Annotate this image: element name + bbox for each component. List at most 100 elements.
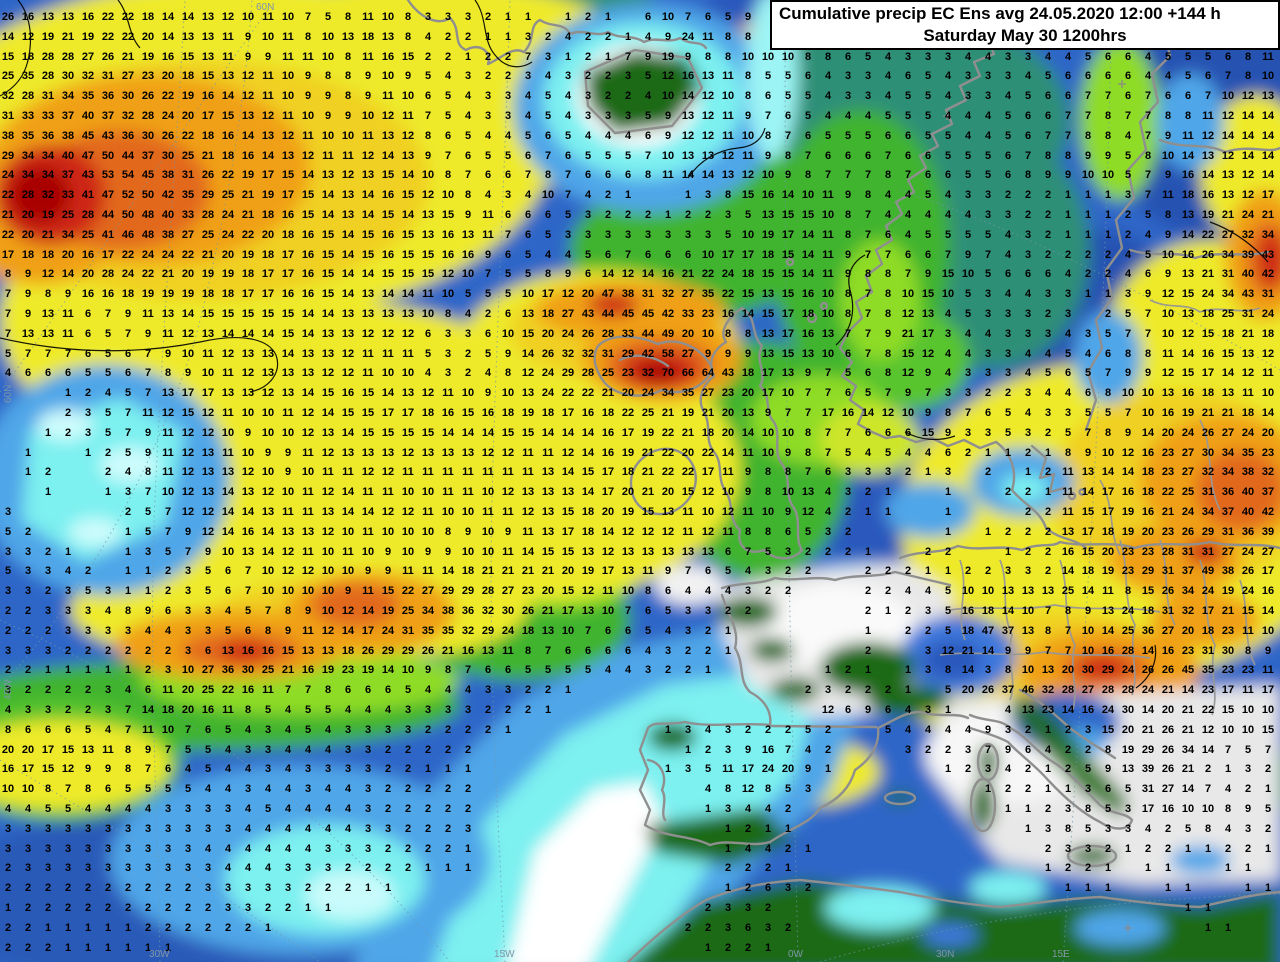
precip-value: 1 <box>144 585 152 598</box>
precip-value: 6 <box>884 228 892 241</box>
precip-value: 30 <box>121 90 135 103</box>
precip-value: 2 <box>384 862 392 875</box>
precip-value: 7 <box>1044 129 1052 142</box>
precip-value: 14 <box>1061 565 1075 578</box>
precip-value: 9 <box>1164 228 1172 241</box>
precip-value: 21 <box>1201 407 1215 419</box>
precip-value: 7 <box>864 169 872 182</box>
precip-value: 10 <box>321 129 335 142</box>
precip-value: 3 <box>1004 327 1012 340</box>
precip-value: 4 <box>864 446 872 459</box>
precip-value: 6 <box>84 327 92 340</box>
precip-value: 7 <box>1084 110 1092 122</box>
precip-value: 10 <box>701 506 715 518</box>
precip-value: 6 <box>64 723 72 736</box>
precip-value: 28 <box>141 110 155 122</box>
precip-value: 50 <box>141 189 155 202</box>
precip-value: 13 <box>541 486 555 499</box>
precip-value: 6 <box>904 248 912 261</box>
precip-value: 1 <box>1064 228 1072 241</box>
precip-value: 3 <box>104 842 112 855</box>
precip-value: 3 <box>104 862 112 875</box>
precip-value: 29 <box>1 149 15 162</box>
precip-value: 41 <box>81 189 95 202</box>
precip-value: 10 <box>761 169 775 182</box>
precip-value: 7 <box>864 248 872 261</box>
precip-value: 3 <box>44 704 52 716</box>
precip-value: 20 <box>681 327 695 340</box>
precip-value: 34 <box>1221 466 1235 479</box>
precip-value: 7 <box>1084 426 1092 439</box>
precip-value: 45 <box>81 129 95 142</box>
precip-value: 38 <box>1241 466 1255 479</box>
precip-value: 3 <box>144 842 152 855</box>
precip-value: 11 <box>422 506 434 518</box>
precip-value: 14 <box>1061 704 1075 716</box>
precip-value: 6 <box>624 624 632 637</box>
graticule-label: 30N <box>936 949 955 960</box>
precip-value: 2 <box>1044 545 1052 558</box>
precip-value: 9 <box>704 347 712 360</box>
precip-value: 29 <box>1141 743 1155 756</box>
precip-value: 23 <box>141 70 155 83</box>
precip-value: 2 <box>384 743 392 756</box>
precip-value: 4 <box>1144 228 1152 241</box>
precip-value: 21 <box>541 605 555 617</box>
precip-value: 2 <box>864 605 872 617</box>
precip-value: 6 <box>484 327 492 340</box>
precip-value: 31 <box>641 288 655 301</box>
precip-value: 13 <box>541 525 555 538</box>
precip-value: 1 <box>1224 862 1232 875</box>
precip-value: 2 <box>584 11 592 23</box>
precip-value: 6 <box>1224 50 1232 63</box>
precip-value: 3 <box>244 783 252 796</box>
precip-value: 31 <box>1221 525 1235 538</box>
precip-value: 17 <box>921 327 935 340</box>
precip-value: 15 <box>401 268 415 281</box>
precip-value: 15 <box>321 248 335 261</box>
precip-value: 6 <box>704 11 712 23</box>
precip-value: 15 <box>421 268 435 281</box>
precip-value: 4 <box>1004 228 1012 241</box>
precip-value: 13 <box>361 308 375 320</box>
precip-value: 1 <box>1064 783 1072 796</box>
precip-value: 3 <box>504 684 512 697</box>
precip-value: 28 <box>1061 684 1075 697</box>
precip-value: 19 <box>1121 506 1135 518</box>
precip-value: 3 <box>364 743 372 756</box>
precip-value: 7 <box>104 308 112 320</box>
precip-value: 1 <box>764 941 772 954</box>
precip-value: 22 <box>141 268 155 281</box>
precip-value: 44 <box>641 327 655 340</box>
precip-value: 6 <box>1084 387 1092 400</box>
precip-value: 3 <box>924 50 932 63</box>
precip-value: 22 <box>701 268 715 281</box>
precip-value: 8 <box>1224 803 1232 815</box>
precip-value: 13 <box>41 11 55 23</box>
precip-value: 2 <box>424 743 432 756</box>
precip-value: 37 <box>1001 624 1015 637</box>
precip-value: 27 <box>81 50 95 63</box>
precip-value: 35 <box>681 387 695 400</box>
precip-value: 2 <box>744 882 752 895</box>
precip-value: 9 <box>684 50 692 63</box>
precip-value: 8 <box>264 624 272 637</box>
precip-value: 6 <box>1164 90 1172 103</box>
precip-value: 30 <box>141 129 155 142</box>
precip-value: 9 <box>1164 268 1172 281</box>
precip-value: 10 <box>461 268 475 281</box>
precip-value: 35 <box>181 189 195 202</box>
precip-value: 6 <box>64 367 72 380</box>
precip-value: 23 <box>1141 545 1155 558</box>
precip-value: 19 <box>221 268 235 281</box>
precip-value: 16 <box>1061 545 1075 558</box>
precip-value: 3 <box>264 723 272 736</box>
precip-value: 4 <box>764 842 772 855</box>
precip-value: 6 <box>524 228 532 241</box>
precip-value: 7 <box>984 248 992 261</box>
precip-value: 3 <box>364 763 372 776</box>
precip-value: 12 <box>201 426 215 439</box>
precip-value: 15 <box>241 308 255 320</box>
precip-value: 3 <box>84 605 92 617</box>
